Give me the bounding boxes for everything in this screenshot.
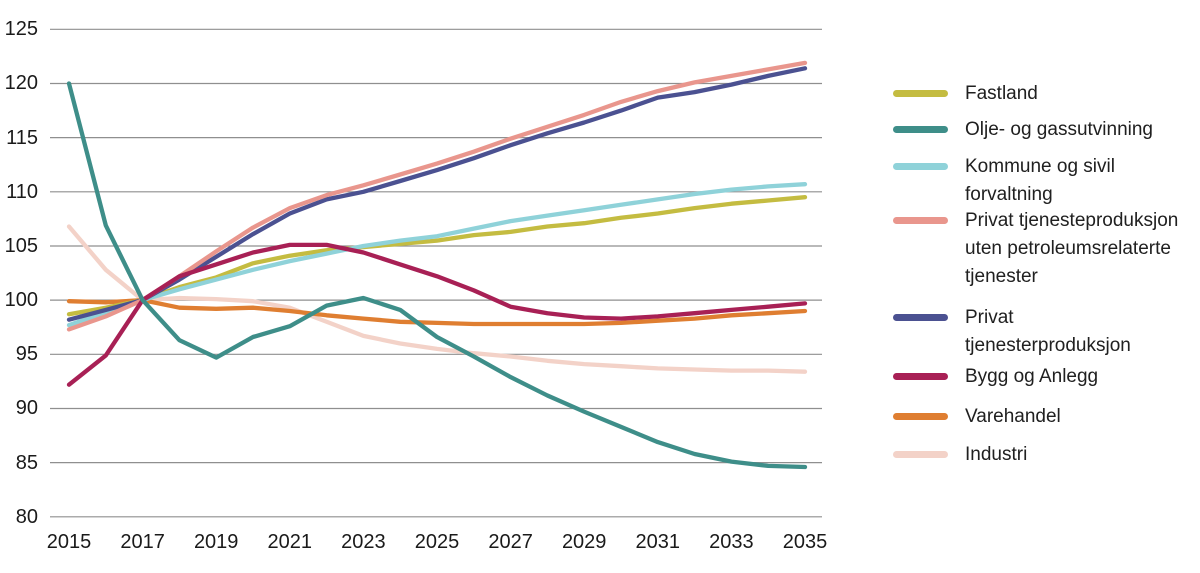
legend-swatch-icon	[893, 451, 948, 458]
y-tick-label: 95	[15, 343, 38, 366]
legend-label: Fastland	[965, 83, 1038, 104]
y-tick-label: 85	[15, 451, 38, 474]
x-tick-label: 2015	[46, 531, 92, 553]
x-tick-label: 2017	[120, 531, 165, 553]
y-tick-label: 110	[6, 180, 38, 203]
series-line-2	[66, 81, 808, 470]
legend: Fastland Olje- og gassutvinning Kommune og…	[893, 0, 1200, 573]
legend-swatch-icon	[893, 217, 948, 224]
series-line-7	[66, 297, 808, 327]
x-tick-label: 2021	[267, 531, 313, 553]
series-line-3	[66, 182, 808, 328]
legend-swatch-icon	[893, 314, 948, 321]
x-tick-label: 2033	[709, 531, 754, 553]
legend-label: Privat tjenesteproduksjon uten petroleum…	[965, 210, 1179, 287]
x-tick-label: 2019	[193, 531, 239, 553]
series-line-6	[66, 242, 808, 387]
legend-label: Industri	[965, 444, 1028, 465]
x-tick-label: 2027	[488, 531, 533, 553]
y-tick-label: 120	[4, 72, 38, 95]
legend-swatch-icon	[893, 163, 948, 170]
y-tick-label: 90	[15, 397, 38, 420]
legend-swatch-icon	[893, 413, 948, 420]
legend-label: Varehandel	[965, 406, 1061, 427]
y-tick-label: 105	[4, 234, 38, 257]
legend-label: Privat tjenesterproduksjon	[965, 307, 1131, 356]
y-tick-label: 125	[4, 18, 38, 41]
x-tick-label: 2031	[635, 531, 681, 553]
legend-swatch-icon	[893, 90, 948, 97]
legend-swatch-icon	[893, 373, 948, 380]
legend-label: Bygg og Anlegg	[965, 366, 1099, 387]
legend-label: Kommune og sivil forvaltning	[965, 156, 1115, 205]
x-tick-label: 2025	[414, 531, 460, 553]
series-line-8	[66, 224, 808, 374]
y-tick-label: 100	[4, 289, 38, 312]
y-tick-label: 115	[6, 126, 38, 149]
y-tick-label: 80	[15, 505, 38, 528]
legend-label: Olje- og gassutvinning	[965, 119, 1153, 140]
x-tick-label: 2029	[561, 531, 607, 553]
legend-swatch-icon	[893, 126, 948, 133]
series-line-4	[66, 60, 808, 332]
x-tick-label: 2035	[782, 531, 828, 553]
x-tick-label: 2023	[341, 531, 386, 553]
